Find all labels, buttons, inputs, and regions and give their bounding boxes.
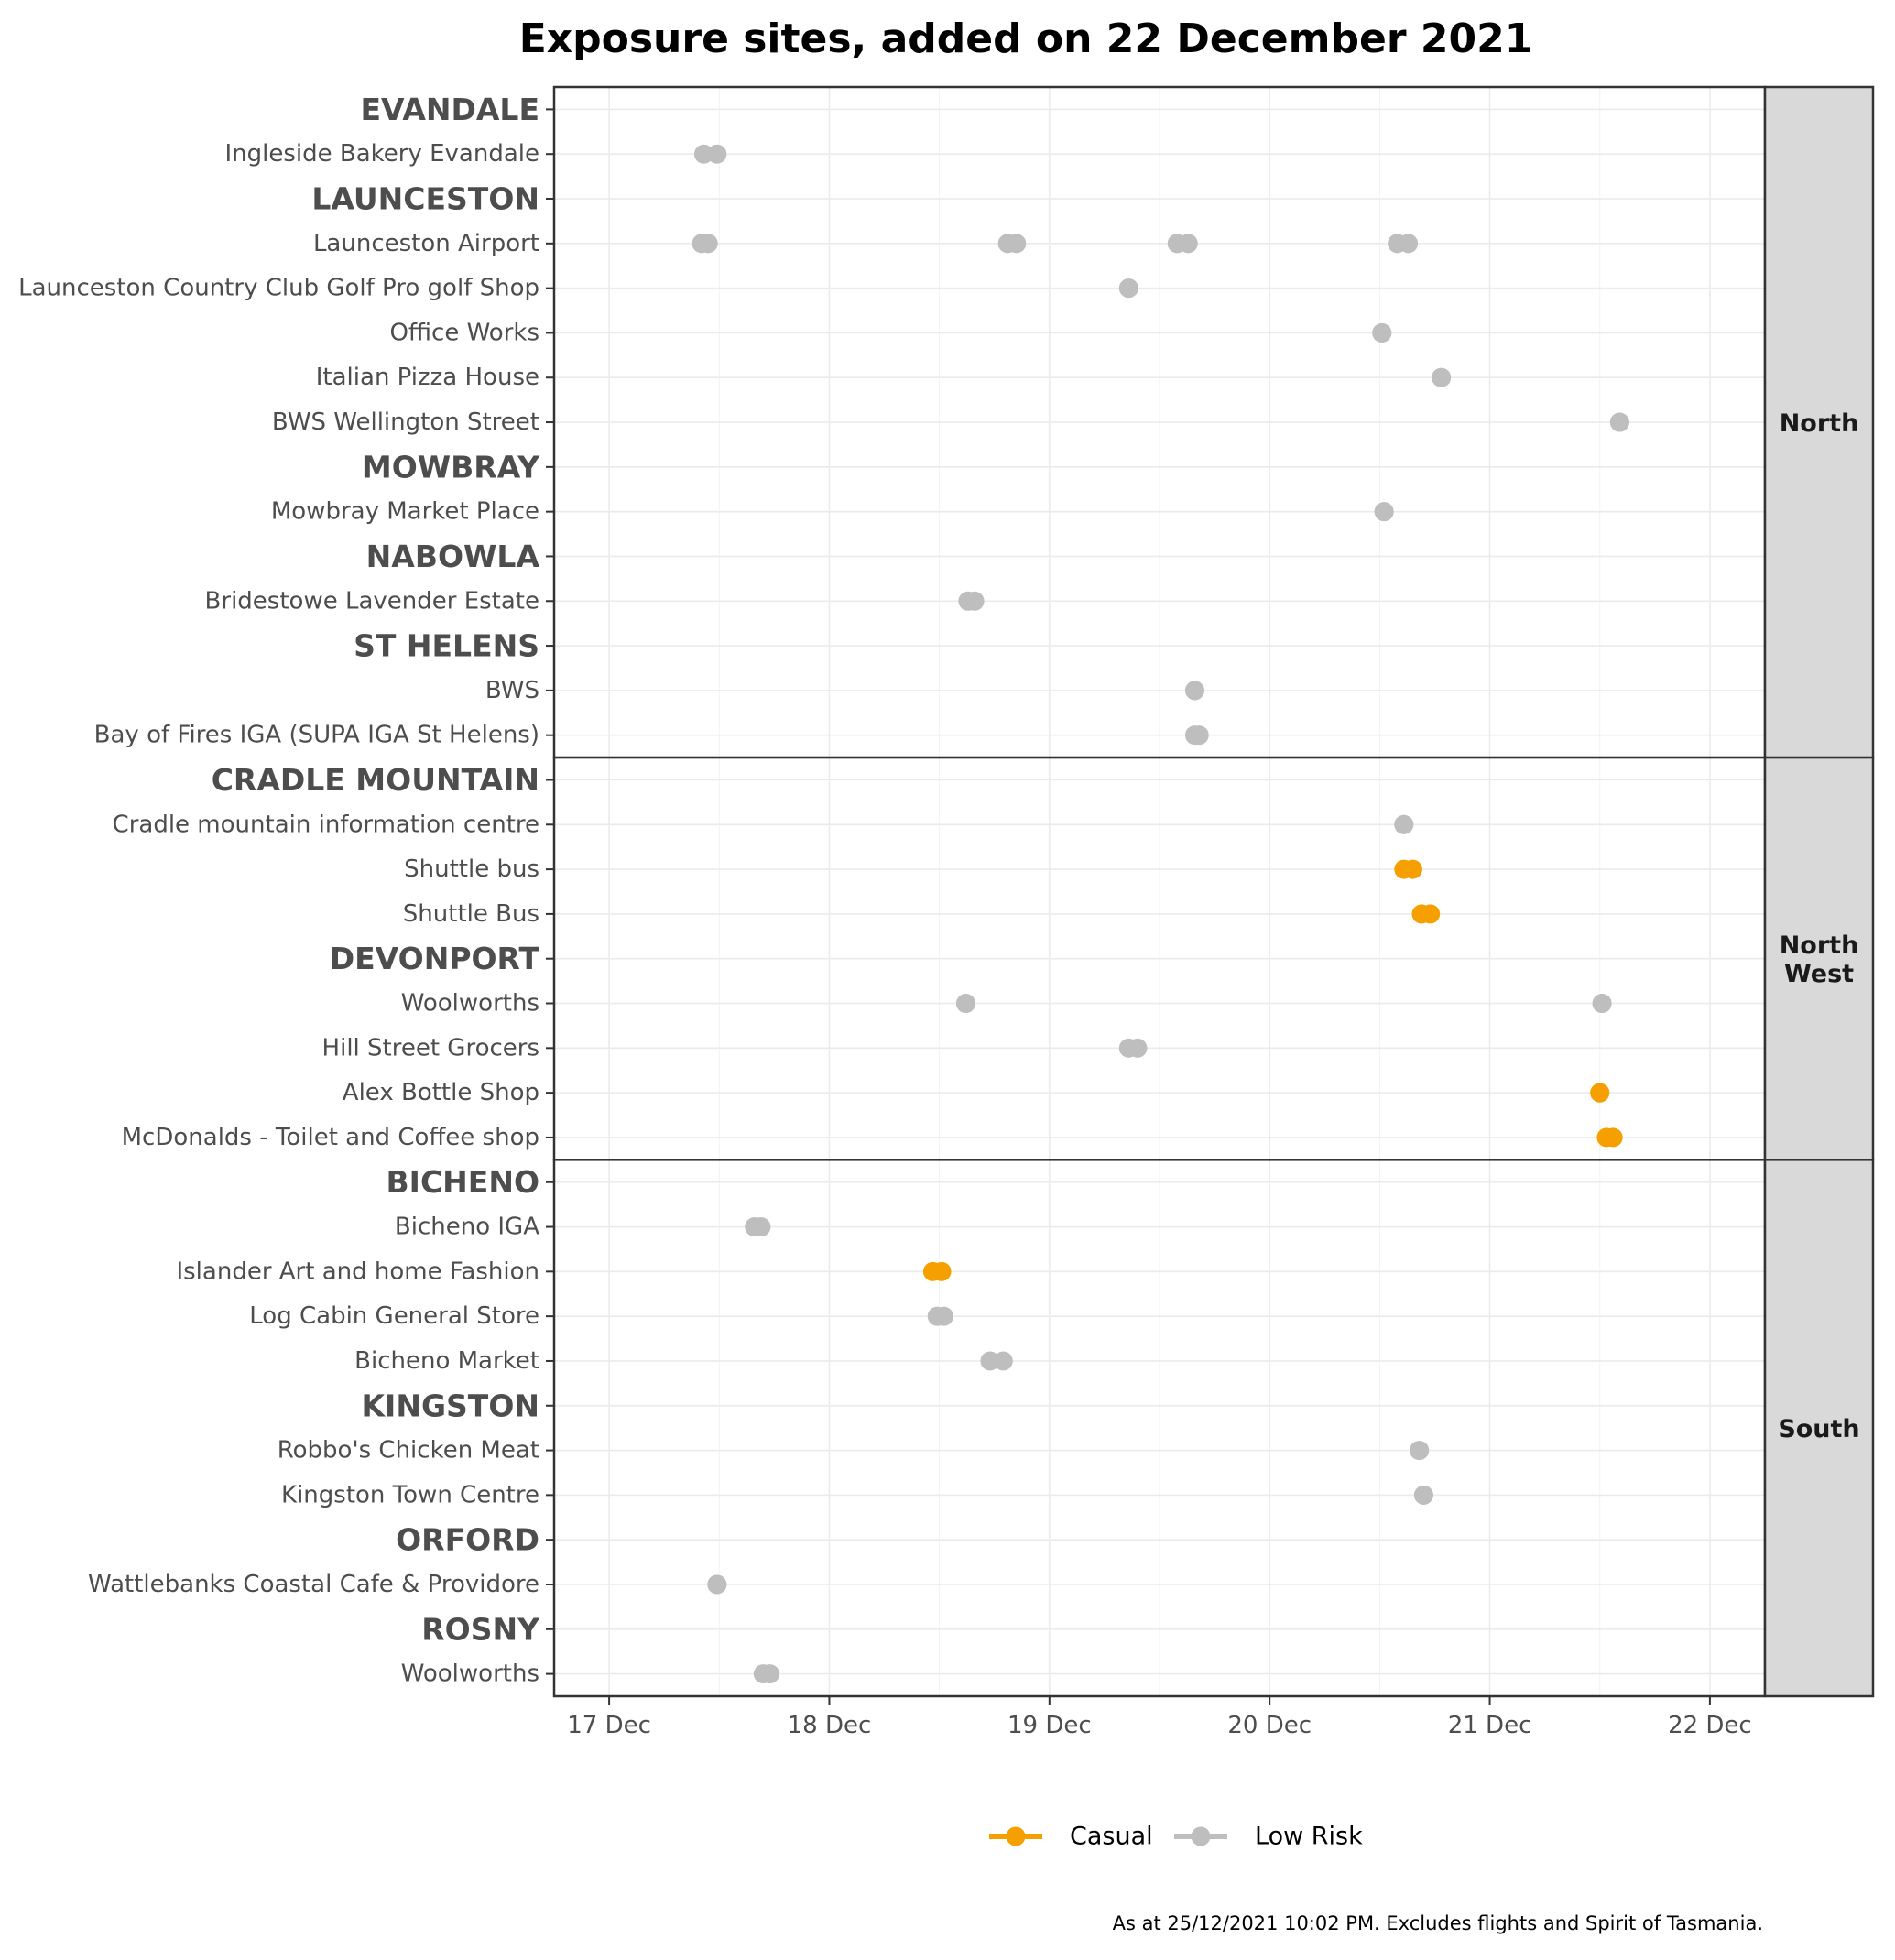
y-label-site: Kingston Town Centre <box>281 1481 539 1508</box>
y-label-site: Wattlebanks Coastal Cafe & Providore <box>88 1571 539 1598</box>
exposure-end-point <box>1410 1441 1430 1461</box>
exposure-end-point <box>931 1261 952 1281</box>
exposure-end-point <box>1127 1038 1148 1058</box>
exposure-end-point <box>955 994 975 1014</box>
panel-north-west: CRADLE MOUNTAIN Cradle mountain informati… <box>113 756 1875 1161</box>
y-label-town: NABOWLA <box>366 539 540 574</box>
exposure-end-point <box>1413 1485 1433 1505</box>
chart-title: Exposure sites, added on 22 December 202… <box>519 16 1533 62</box>
exposure-start-point <box>693 144 713 164</box>
exposure-end-point <box>933 1306 953 1326</box>
y-label-town: MOWBRAY <box>362 449 540 485</box>
exposure-end-point <box>1432 367 1452 387</box>
y-label-site: Cradle mountain information centre <box>113 811 539 838</box>
exposure-end-point <box>1184 681 1204 701</box>
legend-key-point <box>1006 1826 1026 1846</box>
exposure-end-point <box>1592 994 1612 1014</box>
grid <box>554 87 1765 758</box>
legend-key-point <box>1191 1826 1211 1846</box>
x-tick-label: 22 Dec <box>1668 1712 1752 1739</box>
y-label-site: BWS <box>485 677 539 704</box>
strip-label: North West <box>1780 931 1859 988</box>
y-label-site: Islander Art and home Fashion <box>176 1258 539 1285</box>
exposure-end-point <box>993 1351 1013 1371</box>
exposure-end-point <box>1189 725 1209 746</box>
x-tick-label: 21 Dec <box>1448 1712 1532 1739</box>
exposure-end-point <box>1603 1127 1623 1148</box>
exposure-end-point <box>1590 1083 1610 1103</box>
legend-label: Low Risk <box>1255 1823 1363 1851</box>
y-label-town: ORFORD <box>396 1522 539 1558</box>
exposure-end-point <box>1394 814 1414 834</box>
y-label-site: BWS Wellington Street <box>272 408 539 436</box>
panels: EVANDALE Ingleside Bakery Evandale LAUNCES… <box>18 85 1875 1698</box>
y-label-site: Italian Pizza House <box>316 364 539 391</box>
strip-background <box>1763 85 1875 759</box>
y-label-site: Launceston Country Club Golf Pro golf Sh… <box>18 275 539 302</box>
exposure-end-point <box>1007 234 1027 254</box>
strip-label: North <box>1780 409 1859 438</box>
y-label-site: Robbo's Chicken Meat <box>278 1437 539 1465</box>
exposure-start-point <box>980 1351 1000 1371</box>
y-label-site: Shuttle bus <box>404 855 539 883</box>
y-label-site: Launceston Airport <box>313 230 539 257</box>
exposure-end-point <box>1421 904 1441 924</box>
legend-item-low-risk: Low Risk <box>1174 1823 1363 1851</box>
y-label-site: Bridestowe Lavender Estate <box>205 587 539 615</box>
x-tick-label: 18 Dec <box>788 1712 872 1739</box>
panel-north: EVANDALE Ingleside Bakery Evandale LAUNCES… <box>18 85 1875 759</box>
chart-caption: As at 25/12/2021 10:02 PM. Excludes flig… <box>1113 1912 1763 1934</box>
y-label-site: McDonalds - Toilet and Coffee shop <box>122 1124 539 1151</box>
legend-item-casual: Casual <box>989 1823 1153 1851</box>
y-label-town: EVANDALE <box>360 92 539 127</box>
strip-background <box>1763 756 1875 1161</box>
strip-label: South <box>1778 1415 1859 1443</box>
y-label-town: DEVONPORT <box>330 941 540 976</box>
exposure-end-point <box>1609 412 1629 432</box>
exposure-end-point <box>1118 278 1138 299</box>
exposure-end-point <box>1374 502 1394 522</box>
exposure-end-point <box>707 144 727 164</box>
y-label-town: BICHENO <box>387 1164 539 1200</box>
x-tick-label: 17 Dec <box>567 1712 651 1739</box>
y-label-site: Bay of Fires IGA (SUPA IGA St Helens) <box>94 722 539 749</box>
exposure-end-point <box>1402 859 1422 879</box>
y-label-site: Hill Street Grocers <box>322 1034 539 1062</box>
y-label-site: Bicheno IGA <box>395 1214 539 1241</box>
exposure-end-point <box>707 1574 727 1595</box>
exposure-end-point <box>1399 234 1419 254</box>
x-tick-label: 19 Dec <box>1007 1712 1092 1739</box>
y-label-site: Ingleside Bakery Evandale <box>224 140 539 168</box>
panel-south: BICHENO Bicheno IGA Islander Art and home … <box>88 1159 1875 1698</box>
y-label-site: Alex Bottle Shop <box>343 1079 539 1106</box>
exposure-end-point <box>760 1664 780 1684</box>
y-label-site: Office Works <box>389 319 539 346</box>
y-label-town: LAUNCESTON <box>311 181 539 217</box>
x-tick-label: 20 Dec <box>1227 1712 1312 1739</box>
exposure-end-point <box>1178 234 1198 254</box>
x-axis: 17 Dec 18 Dec 19 Dec 20 Dec 21 Dec 22 Dec <box>567 1696 1752 1739</box>
y-label-site: Mowbray Market Place <box>271 498 539 526</box>
y-label-site: Woolworths <box>401 990 539 1018</box>
exposure-end-point <box>1372 322 1392 343</box>
exposure-end-point <box>964 591 985 611</box>
y-label-town: ROSNY <box>421 1611 540 1647</box>
y-label-town: ST HELENS <box>354 628 539 664</box>
legend-label: Casual <box>1070 1823 1153 1851</box>
y-label-site: Log Cabin General Store <box>249 1302 539 1330</box>
legend: Casual Low Risk <box>989 1823 1363 1851</box>
y-label-town: CRADLE MOUNTAIN <box>212 762 539 798</box>
y-label-town: KINGSTON <box>361 1388 539 1423</box>
y-label-site: Woolworths <box>401 1661 539 1688</box>
exposure-end-point <box>751 1217 771 1237</box>
strip-background <box>1763 1159 1875 1698</box>
y-label-site: Shuttle Bus <box>403 900 539 928</box>
exposure-end-point <box>698 234 718 254</box>
y-label-site: Bicheno Market <box>354 1347 539 1375</box>
grid <box>554 757 1765 1160</box>
